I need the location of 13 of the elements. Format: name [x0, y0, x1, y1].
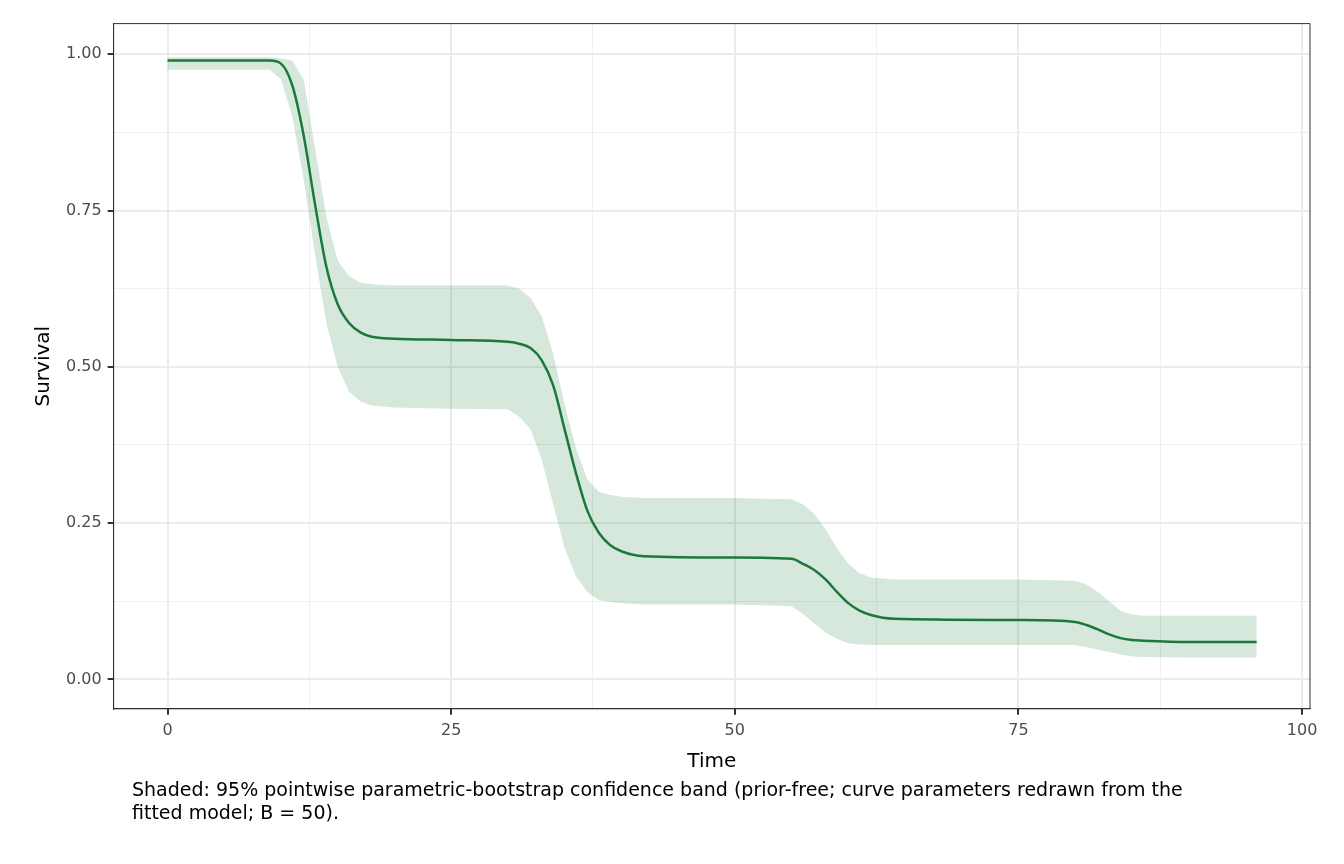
y-tick-label: 0.00: [66, 668, 102, 688]
x-tick-label: 0: [162, 719, 173, 739]
y-tick-label: 0.50: [66, 355, 102, 375]
y-tick-label: 1.00: [66, 43, 102, 63]
x-tick-label: 100: [1286, 719, 1318, 739]
x-tick-label: 75: [1008, 719, 1029, 739]
x-tick-label: 50: [724, 719, 745, 739]
x-axis-title: Time: [686, 748, 737, 773]
text: Shaded: 95% pointwise parametric-bootstrap confidence band (prior-free; curve parameters redrawn from the fitted model; B = 50).: [132, 778, 1184, 824]
y-axis-title: Survival: [30, 325, 55, 407]
x-tick-label: 25: [440, 719, 462, 739]
y-tick-label: 0.25: [66, 512, 102, 532]
y-tick-label: 0.75: [66, 199, 102, 219]
